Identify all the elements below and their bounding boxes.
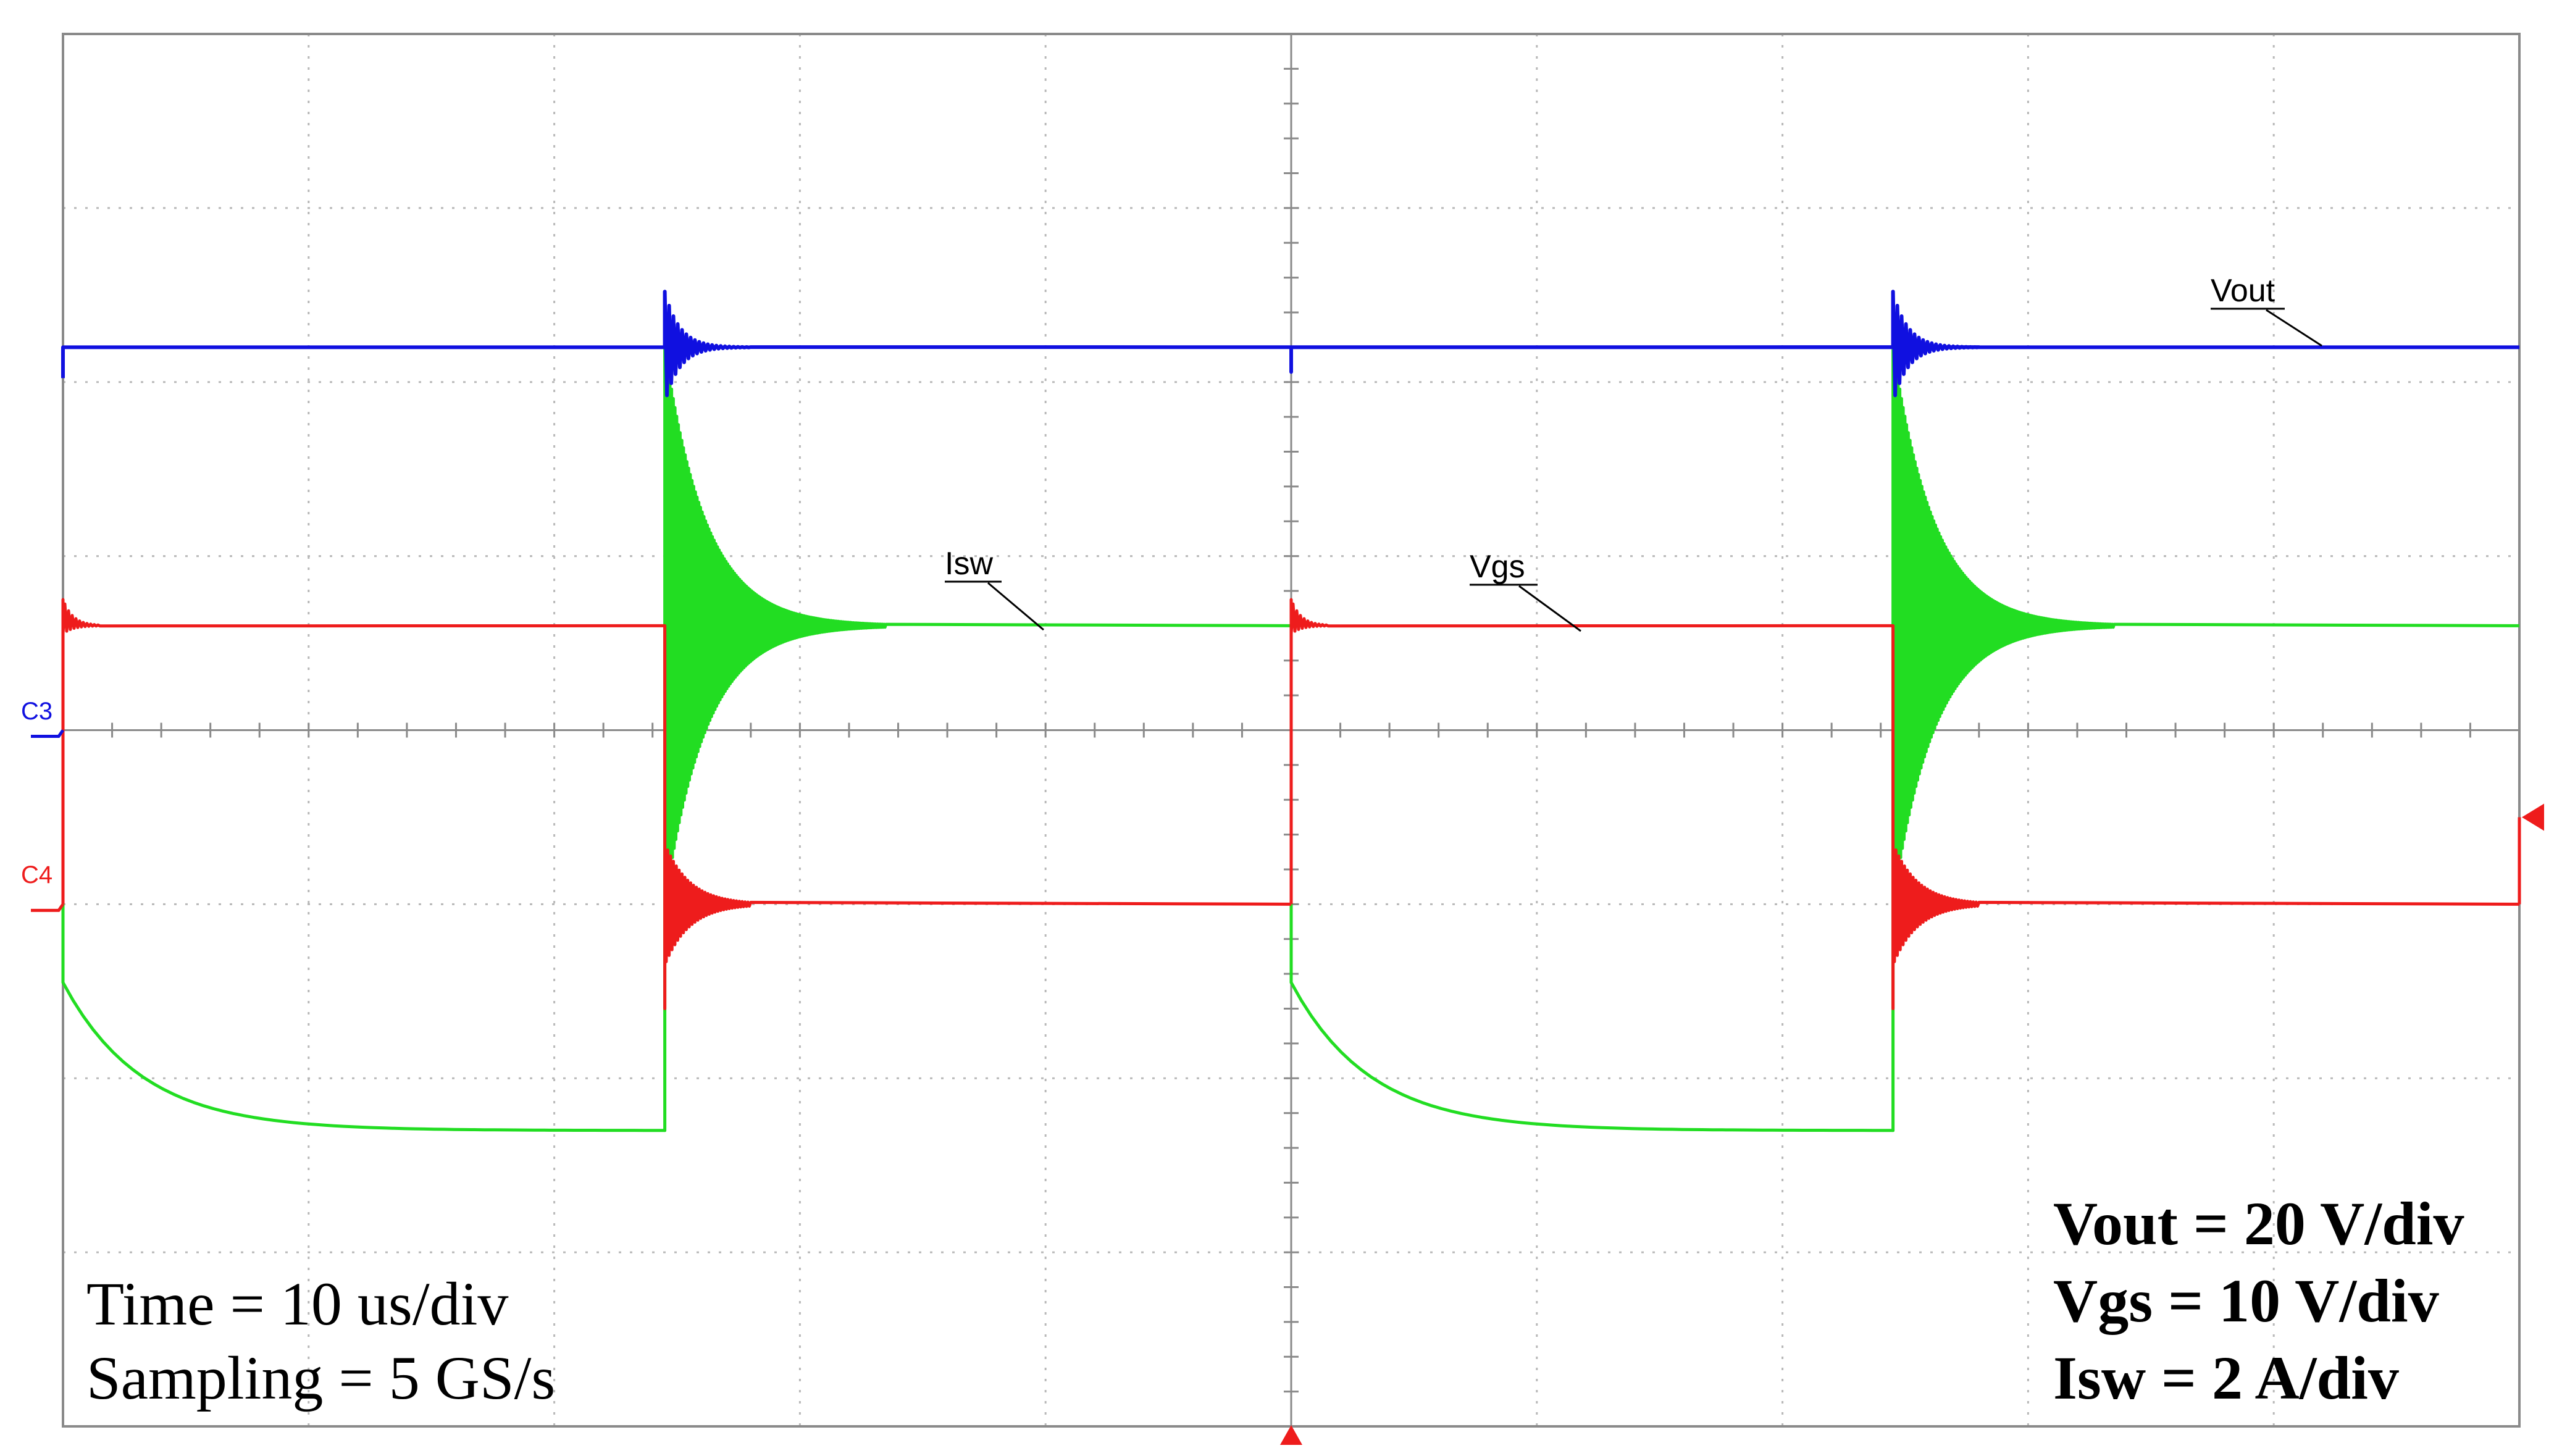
isw-trace [1289,345,2520,1132]
c3-marker-tick [31,729,65,738]
vgs-trace-label: Vgs [1470,549,1525,585]
isw-scale-note: Isw = 2 A/div [2053,1344,2399,1412]
c4-channel-marker: C4 [21,861,52,889]
trigger-position-arrow [1280,1425,1302,1445]
vout-label-leader [2266,309,2322,347]
vgs-scale-note: Vgs = 10 V/div [2053,1266,2439,1335]
trace-labels: Vout Isw Vgs C3 C4 Time = 10 us/div Samp… [21,273,2464,1412]
c4-marker-tick [31,903,65,912]
isw-label-leader [987,582,1044,631]
isw-trace [61,345,1292,1132]
vout-scale-note: Vout = 20 V/div [2053,1189,2464,1258]
vgs-label-leader [1518,585,1581,632]
trigger-level-arrow [2522,803,2544,831]
waveform-traces [31,290,2544,1445]
isw-trace-label: Isw [945,546,993,582]
timebase-note: Time = 10 us/div [86,1270,508,1338]
vgs-trace [61,598,1292,1010]
vout-trace-label: Vout [2211,273,2275,309]
vgs-trace [1289,598,2520,1010]
vout-trace [61,290,2519,398]
c3-channel-marker: C3 [21,698,52,725]
sampling-note: Sampling = 5 GS/s [86,1344,555,1412]
